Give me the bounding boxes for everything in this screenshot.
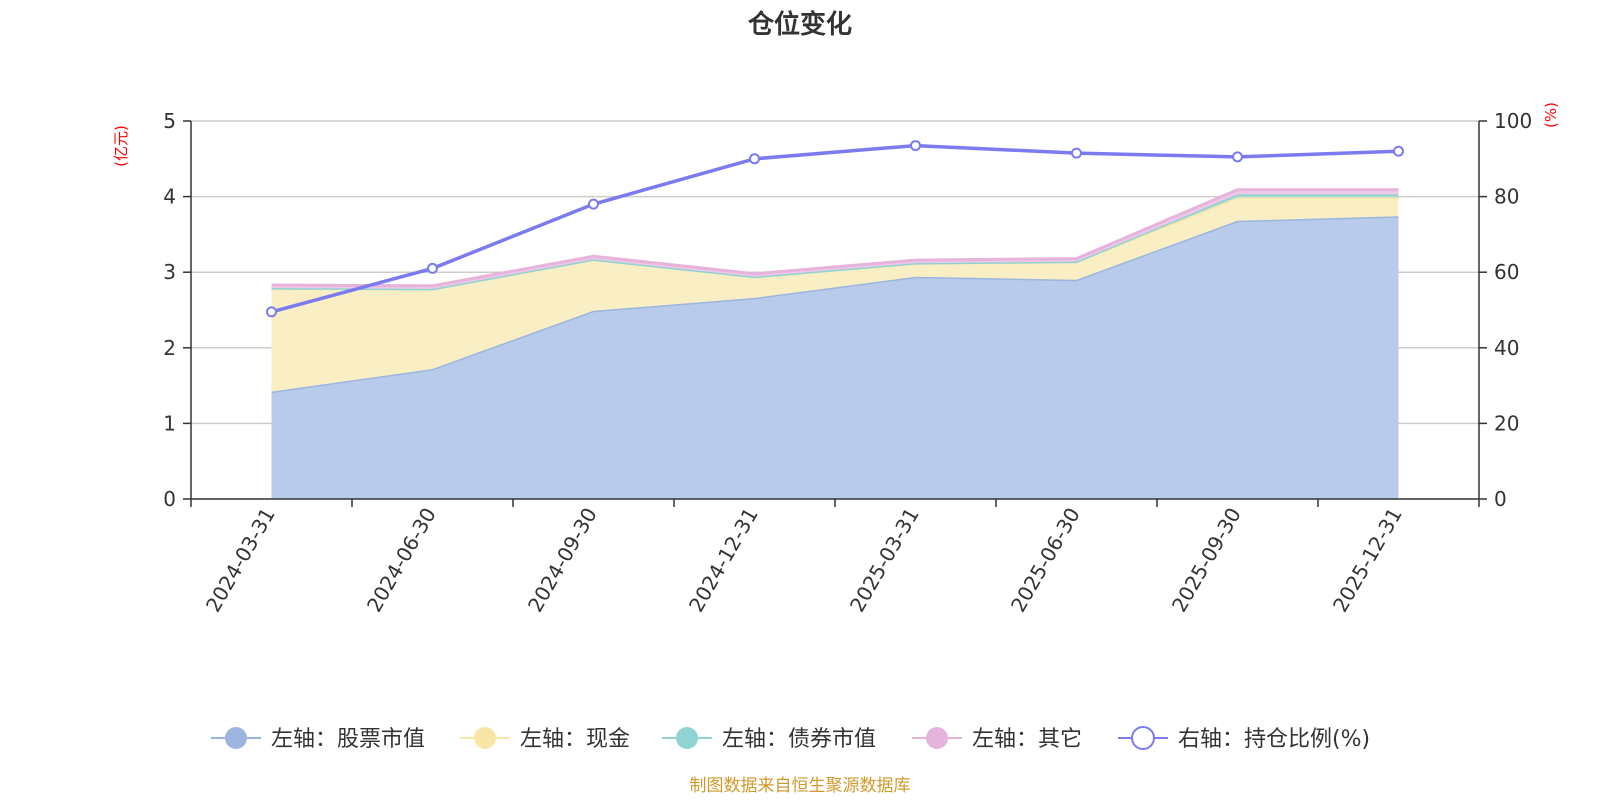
right-axis-tick-label: 60 [1494, 260, 1519, 284]
left-axis-tick-label: 0 [163, 487, 176, 511]
left-axis-unit: (亿元) [112, 125, 130, 167]
ratio-point [910, 140, 921, 152]
x-axis-tick-label: 2024-06-30 [362, 504, 441, 617]
x-axis-tick-label: 2025-09-30 [1167, 504, 1246, 617]
position-ratio-line [266, 140, 1404, 318]
area-top-line [271, 188, 1399, 288]
legend-marker [926, 727, 948, 749]
left-axis-tick-label: 5 [163, 109, 176, 133]
left-axis-tick-label: 2 [163, 336, 176, 360]
ratio-point [266, 306, 277, 318]
left-axis-tick-label: 1 [163, 411, 176, 435]
right-axis-tick-label: 20 [1494, 411, 1519, 435]
area-fill [271, 216, 1399, 500]
stacked-areas [271, 188, 1399, 500]
x-axis-tick-label: 2025-12-31 [1328, 504, 1407, 617]
legend: 左轴：股票市值 左轴：现金 左轴：债券市值 左轴：其它 右轴：持仓比例(%) [211, 726, 1370, 752]
x-axis-tick-label: 2024-09-30 [523, 504, 602, 617]
right-axis-tick-label: 100 [1494, 109, 1532, 133]
right-axis-unit: (%) [1542, 102, 1560, 128]
legend-label: 右轴：持仓比例(%) [1178, 727, 1370, 752]
left-axis-tick-label: 4 [163, 185, 176, 209]
chart-title: 仓位变化 [747, 9, 852, 40]
ratio-point [1071, 147, 1082, 159]
legend-marker [225, 727, 247, 749]
legend-label: 左轴：股票市值 [271, 727, 425, 752]
left-axis-tick-label: 3 [163, 260, 176, 284]
x-axis-tick-label: 2025-06-30 [1006, 504, 1085, 617]
ratio-point [749, 153, 760, 165]
right-axis-tick-label: 0 [1494, 487, 1507, 511]
legend-marker [1131, 726, 1155, 750]
ratio-point [427, 262, 438, 274]
ratio-point [1232, 151, 1243, 163]
x-axis-tick-label: 2025-03-31 [845, 504, 924, 617]
legend-label: 左轴：债券市值 [722, 727, 876, 752]
legend-marker [676, 727, 698, 749]
x-axis-tick-label: 2024-03-31 [201, 504, 280, 617]
legend-marker [474, 727, 496, 749]
x-axis-tick-label: 2024-12-31 [684, 504, 763, 617]
ratio-point [1393, 145, 1404, 157]
ratio-point [588, 198, 599, 210]
source-note: 制图数据来自恒生聚源数据库 [690, 776, 911, 796]
legend-label: 左轴：其它 [972, 727, 1082, 752]
right-axis-tick-label: 80 [1494, 185, 1519, 209]
legend-label: 左轴：现金 [520, 727, 630, 752]
ratio-line [271, 143, 1399, 314]
right-axis-tick-label: 40 [1494, 336, 1519, 360]
